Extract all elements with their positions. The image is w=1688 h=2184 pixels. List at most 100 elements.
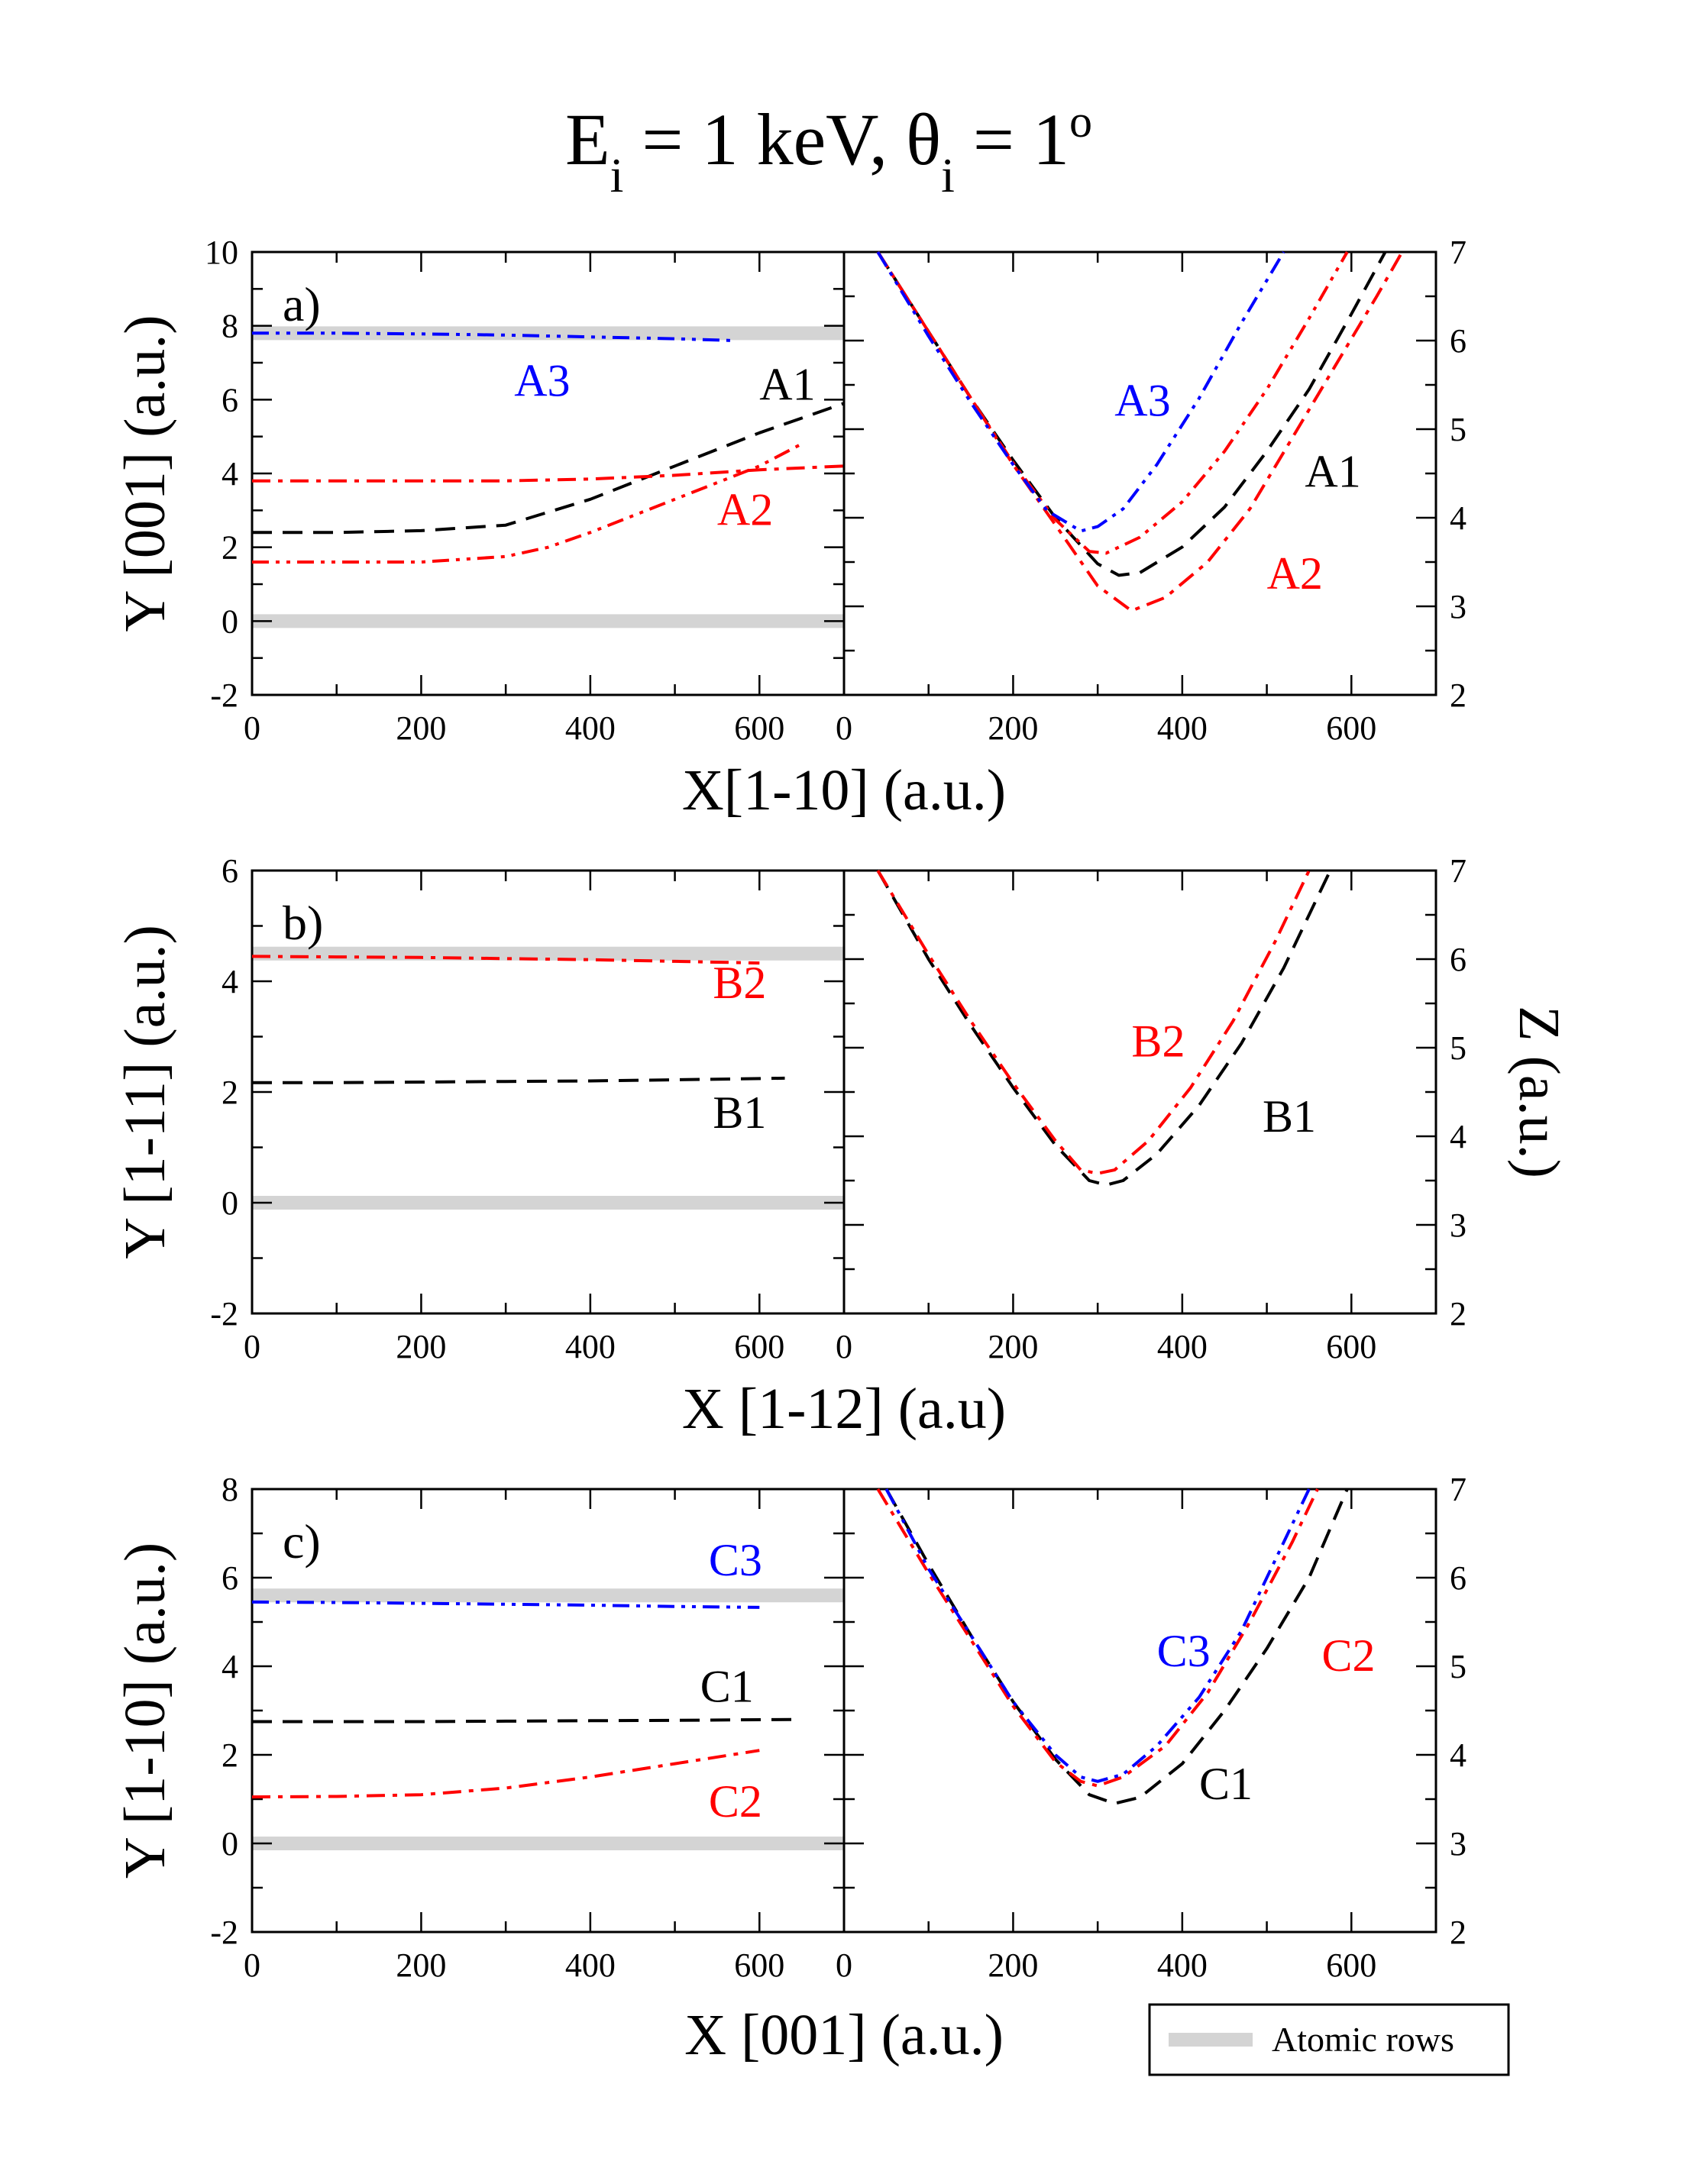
y-tick-label: 4 bbox=[1450, 1737, 1466, 1774]
curve-label-c2: C2 bbox=[709, 1776, 762, 1827]
legend: Atomic rows bbox=[1148, 2003, 1510, 2076]
series-a2-left-1 bbox=[252, 464, 845, 483]
x-tick-label: 400 bbox=[565, 1947, 616, 1984]
y-tick-label: 6 bbox=[222, 1559, 238, 1597]
curve-label-c3: C3 bbox=[709, 1535, 762, 1585]
curve-label-a2: A2 bbox=[1267, 548, 1323, 599]
legend-atomic-rows-label: Atomic rows bbox=[1272, 2020, 1454, 2059]
curve-label-b1: B1 bbox=[713, 1087, 766, 1138]
x-tick-label: 600 bbox=[1326, 1328, 1376, 1365]
y-tick-label: 2 bbox=[1450, 1295, 1466, 1333]
series-c1-right-0 bbox=[884, 1488, 1349, 1805]
series-c2-left-1 bbox=[251, 1749, 760, 1799]
x-axis-label-a: X[1-10] (a.u.) bbox=[682, 758, 1006, 822]
y-tick-label: 0 bbox=[222, 1825, 238, 1863]
y-tick-label: 4 bbox=[1450, 499, 1466, 537]
x-tick-label: 0 bbox=[244, 1328, 260, 1365]
x-tick-label: 200 bbox=[396, 1947, 446, 1984]
series-b1-left-0 bbox=[252, 1076, 785, 1084]
panel-b-right: 0 200 400 600 2 3 4 5 6 7 B2 B1 Z (a.u.) bbox=[836, 852, 1571, 1365]
panel-label-c: c) bbox=[283, 1514, 321, 1569]
curve-label-b2: B2 bbox=[1131, 1016, 1185, 1067]
series-c3-left-2 bbox=[251, 1600, 760, 1609]
y-tick-label: 6 bbox=[222, 852, 238, 890]
y-tick-label: 3 bbox=[1450, 588, 1466, 625]
y-tick-label: 4 bbox=[222, 1648, 238, 1685]
curve-label-c1: C1 bbox=[1199, 1759, 1253, 1809]
y-tick-label: -2 bbox=[210, 1295, 238, 1333]
series-b2-left-1 bbox=[251, 955, 760, 965]
y-tick-label: 3 bbox=[1450, 1825, 1466, 1863]
plot-frame-b-right bbox=[842, 869, 1437, 1315]
y-axis-label-b-left: Y [1-11] (a.u.) bbox=[113, 925, 177, 1259]
x-tick-label: 0 bbox=[244, 1947, 260, 1984]
x-tick-label: 0 bbox=[836, 709, 852, 747]
y-tick-label: 7 bbox=[1450, 1471, 1466, 1508]
x-tick-label: 0 bbox=[836, 1947, 852, 1984]
x-tick-label: 400 bbox=[1157, 1328, 1208, 1365]
curve-label-b2: B2 bbox=[713, 958, 766, 1008]
x-tick-label: 200 bbox=[988, 709, 1038, 747]
y-tick-label: 5 bbox=[1450, 411, 1466, 448]
series-b2-right-1 bbox=[876, 869, 1311, 1175]
y-tick-label: 4 bbox=[222, 963, 238, 1000]
y-tick-label: 3 bbox=[1450, 1207, 1466, 1244]
x-tick-label: 200 bbox=[396, 1328, 446, 1365]
x-tick-label: 600 bbox=[734, 1328, 784, 1365]
curve-label-c1: C1 bbox=[700, 1661, 754, 1711]
series-c1-left-0 bbox=[252, 1717, 802, 1724]
series-c3-right-2 bbox=[884, 1488, 1311, 1783]
y-tick-label: -2 bbox=[210, 1914, 238, 1951]
y-tick-label: 7 bbox=[1450, 852, 1466, 890]
x-tick-label: 200 bbox=[396, 709, 446, 747]
svg-text:Ei = 1 keV, θi = 1o: Ei = 1 keV, θi = 1o bbox=[565, 96, 1092, 202]
x-tick-label: 400 bbox=[565, 1328, 616, 1365]
y-tick-label: 0 bbox=[222, 1184, 238, 1222]
x-tick-label: 200 bbox=[988, 1328, 1038, 1365]
y-tick-label: 10 bbox=[205, 234, 238, 271]
y-tick-label: 6 bbox=[222, 381, 238, 418]
title-mid: = 1 keV, θ bbox=[623, 99, 941, 180]
y-tick-label: 6 bbox=[1450, 322, 1466, 360]
y-tick-label: 0 bbox=[222, 603, 238, 640]
title-sub2: i bbox=[941, 148, 955, 202]
title-end: = 1 bbox=[955, 99, 1069, 180]
curve-label-c2: C2 bbox=[1322, 1630, 1376, 1681]
series-a3-right-3 bbox=[876, 250, 1285, 533]
curve-label-a3: A3 bbox=[514, 356, 570, 406]
y-tick-label: 4 bbox=[222, 455, 238, 493]
series-b1-right-0 bbox=[876, 870, 1332, 1187]
y-tick-label: 5 bbox=[1450, 1648, 1466, 1685]
title-sub1: i bbox=[610, 148, 624, 202]
x-tick-label: 200 bbox=[988, 1947, 1038, 1984]
series-a1-left-0 bbox=[252, 402, 845, 535]
panel-label-a: a) bbox=[283, 277, 321, 331]
curve-label-a1: A1 bbox=[1305, 446, 1360, 496]
curve-label-c3: C3 bbox=[1157, 1626, 1211, 1676]
plot-frame-c-right bbox=[842, 1488, 1437, 1934]
x-axis-label-b: X [1-12] (a.u) bbox=[682, 1377, 1006, 1441]
series-a2-left-2 bbox=[252, 442, 803, 564]
y-axis-label-b-right: Z (a.u.) bbox=[1507, 1006, 1571, 1178]
y-tick-label: 8 bbox=[222, 1471, 238, 1508]
curve-label-a2: A2 bbox=[717, 485, 773, 535]
x-tick-label: 400 bbox=[1157, 1947, 1208, 1984]
y-tick-label: 4 bbox=[1450, 1118, 1466, 1155]
series-a2-right-2 bbox=[876, 250, 1349, 555]
x-tick-label: 0 bbox=[244, 709, 260, 747]
x-tick-label: 600 bbox=[1326, 709, 1376, 747]
x-tick-label: 400 bbox=[1157, 709, 1208, 747]
curve-label-a3: A3 bbox=[1114, 376, 1170, 426]
y-tick-label: 7 bbox=[1450, 234, 1466, 271]
y-axis-label-a-left: Y [001] (a.u.) bbox=[113, 315, 177, 632]
y-tick-label: 2 bbox=[222, 1074, 238, 1111]
y-tick-label: -2 bbox=[210, 677, 238, 714]
panel-label-b: b) bbox=[283, 896, 323, 950]
series-c2-right-1 bbox=[876, 1488, 1319, 1788]
y-tick-label: 2 bbox=[1450, 1914, 1466, 1951]
